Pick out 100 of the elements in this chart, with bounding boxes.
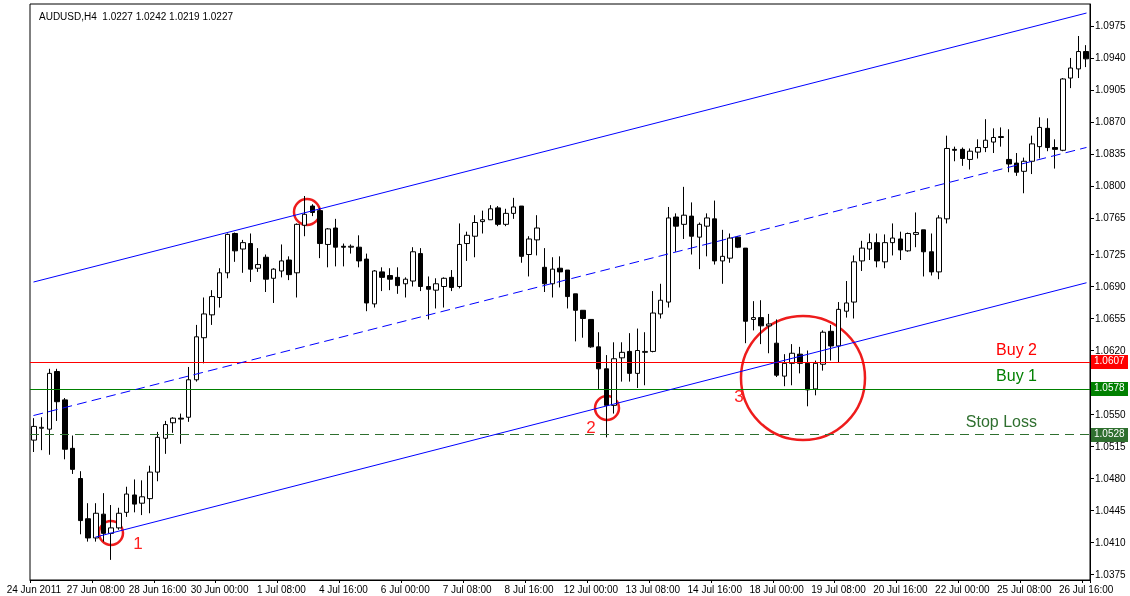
candlestick — [913, 211, 919, 248]
annotation: 2 — [586, 418, 596, 438]
candlestick — [1068, 57, 1073, 89]
candlestick — [890, 222, 895, 256]
candlestick — [70, 435, 75, 475]
candlestick — [240, 239, 246, 274]
y-tick-label: 1.0550 — [1095, 409, 1127, 421]
candlestick — [882, 233, 888, 269]
x-tick-label: 27 Jun 08:00 — [66, 583, 126, 595]
candlestick — [944, 135, 950, 224]
candlestick — [263, 254, 269, 293]
y-tick-label: 1.0975 — [1095, 20, 1127, 32]
candlestick — [225, 232, 230, 279]
x-tick-label: 6 Jul 00:00 — [380, 583, 431, 595]
candlestick — [960, 147, 965, 167]
candlestick — [1021, 157, 1027, 194]
x-tick-label: 7 Jul 08:00 — [442, 583, 493, 595]
candlestick — [457, 222, 462, 289]
y-tick-label: 1.0940 — [1095, 52, 1127, 64]
candlestick — [766, 313, 772, 354]
y-tick-label: 1.0765 — [1095, 212, 1127, 224]
candlestick — [364, 253, 369, 312]
x-tick-label: 13 Jul 08:00 — [625, 583, 681, 595]
candlestick — [155, 431, 160, 482]
x-tick-label: 18 Jul 00:00 — [749, 583, 805, 595]
candlestick — [495, 205, 501, 227]
y-tick-label: 1.0515 — [1095, 441, 1127, 453]
candlestick — [480, 210, 485, 234]
candlestick — [325, 227, 331, 268]
x-tick-label: 30 Jun 00:00 — [190, 583, 249, 595]
candlestick — [836, 301, 841, 363]
candlestick — [673, 212, 679, 253]
annotation: 1.0578 — [1091, 381, 1128, 396]
candlestick — [658, 283, 663, 320]
candlestick — [1014, 152, 1019, 177]
candlestick — [255, 247, 261, 273]
candlestick — [735, 235, 741, 249]
candlestick — [356, 234, 362, 268]
candlestick — [39, 416, 44, 451]
y-tick-label: 1.0905 — [1095, 84, 1127, 96]
x-tick-label: 26 Jul 16:00 — [1058, 583, 1114, 595]
candlestick — [62, 397, 68, 460]
candlestick — [782, 353, 787, 387]
candlestick — [689, 201, 694, 256]
candlestick — [720, 229, 725, 285]
candlestick — [952, 146, 957, 162]
candlestick — [828, 324, 834, 362]
candlestick — [410, 246, 416, 288]
candlestick — [619, 341, 625, 383]
candlestick — [139, 479, 145, 516]
candlestick — [534, 214, 540, 256]
y-tick-label: 1.0690 — [1095, 281, 1127, 293]
annotation: 1 — [133, 534, 143, 554]
candlestick — [108, 504, 114, 561]
candlestick — [573, 293, 578, 342]
x-tick-label: 19 Jul 08:00 — [811, 583, 867, 595]
x-tick-label: 1 Jul 08:00 — [256, 583, 307, 595]
candlestick — [758, 299, 764, 345]
candlestick — [929, 232, 934, 277]
x-tick-label: 8 Jul 16:00 — [504, 583, 554, 595]
candlestick — [488, 204, 493, 221]
candlestick — [503, 208, 509, 227]
candlestick — [170, 416, 176, 434]
y-tick-label: 1.0480 — [1095, 473, 1127, 485]
y-tick-label: 1.0835 — [1095, 148, 1127, 160]
candlestick — [867, 232, 872, 261]
candlestick — [1060, 77, 1066, 152]
y-tick-label: 1.0410 — [1095, 537, 1127, 549]
candlestick — [712, 200, 717, 266]
ref-line-label: Buy 2 — [996, 340, 1038, 358]
candlestick — [991, 127, 996, 154]
y-tick-label: 1.0375 — [1095, 569, 1127, 581]
candlestick — [557, 255, 563, 288]
candlestick — [727, 232, 733, 264]
y-tick-label: 1.0445 — [1095, 505, 1127, 517]
candlestick — [418, 247, 423, 292]
candlestick — [596, 331, 601, 390]
candlestick — [387, 267, 393, 291]
y-tick-label: 1.0620 — [1095, 345, 1127, 357]
x-tick-label: 28 Jun 16:00 — [128, 583, 188, 595]
candlestick — [851, 254, 857, 320]
candlestick — [163, 420, 168, 455]
annotation: 3 — [734, 387, 744, 407]
y-tick-label: 1.0725 — [1095, 249, 1127, 261]
candlestick — [820, 329, 826, 372]
ref-line-label: Buy 1 — [996, 367, 1038, 385]
x-tick-label: 22 Jul 00:00 — [935, 583, 991, 595]
candlestick — [627, 332, 632, 383]
candlestick — [859, 240, 865, 272]
y-tick-label: 1.0800 — [1095, 180, 1127, 192]
candlestick — [302, 195, 307, 237]
annotation: 1.0528 — [1091, 427, 1128, 442]
candlestick — [565, 269, 570, 309]
candlestick — [975, 138, 981, 160]
candlestick — [232, 232, 238, 263]
candlestick — [921, 229, 926, 277]
candlestick — [341, 243, 346, 267]
candlestick — [1076, 35, 1081, 79]
candlestick — [101, 492, 106, 543]
candlestick — [519, 205, 524, 264]
